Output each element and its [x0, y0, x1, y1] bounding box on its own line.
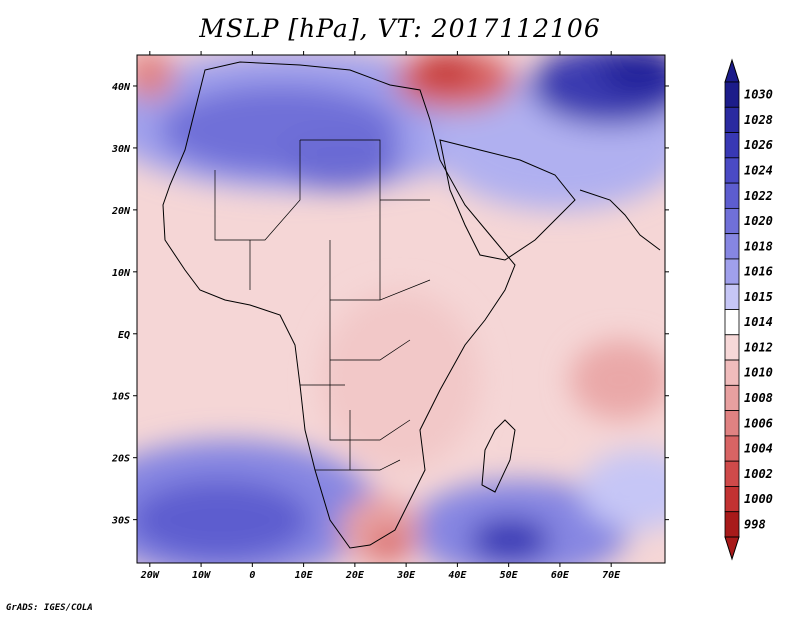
- colorbar-label: 1015: [744, 290, 773, 304]
- credit-label: GrADS: IGES/COLA: [6, 603, 93, 613]
- lat-tick-label: 20N: [111, 206, 131, 217]
- colorbar-label: 998: [744, 517, 766, 531]
- colorbar-label: 1020: [744, 214, 773, 228]
- lat-tick-label: 10N: [112, 268, 131, 279]
- colorbar-segment: [724, 233, 740, 260]
- lon-tick-label: 60E: [551, 570, 570, 581]
- colorbar-label: 1014: [744, 315, 773, 329]
- lat-tick-label: 20S: [111, 454, 130, 465]
- colorbar-label: 1024: [744, 163, 773, 177]
- colorbar-label: 1022: [744, 189, 773, 203]
- colorbar-label: 1012: [744, 340, 773, 354]
- lat-tick-label: 10S: [112, 392, 130, 403]
- colorbar-segment: [724, 258, 740, 285]
- lat-tick-label: 30S: [111, 516, 130, 527]
- colorbar-segment: [724, 384, 740, 412]
- lon-tick-label: 40E: [448, 570, 467, 581]
- colorbar-label: 1018: [744, 239, 773, 253]
- colorbar-segment: [724, 410, 740, 437]
- colorbar-label: 1028: [744, 113, 773, 127]
- colorbar-segment: [724, 106, 740, 133]
- latitude-axis: 40N 30N 20N 10N EQ 10S 20S 30S: [111, 82, 669, 527]
- lon-tick-label: 0: [249, 570, 255, 581]
- colorbar-label: 1026: [744, 138, 773, 152]
- colorbar-label: 1016: [744, 265, 773, 279]
- coastline: [162, 61, 516, 549]
- map-frame: [136, 54, 666, 564]
- lon-tick-label: 10W: [192, 570, 211, 581]
- lon-tick-label: 20W: [140, 570, 160, 581]
- colorbar-label: 1008: [744, 391, 773, 405]
- colorbar-label: 1006: [744, 416, 773, 430]
- madagascar: [481, 419, 516, 493]
- colorbar-label: 1010: [744, 366, 773, 380]
- borders: [214, 139, 431, 471]
- colorbar-segment: [724, 283, 740, 310]
- lon-tick-label: 10E: [295, 570, 314, 581]
- colorbar-segment: [724, 182, 740, 209]
- colorbar-segment: [724, 81, 740, 108]
- lat-tick-label: 30N: [111, 144, 131, 155]
- lat-tick-label: EQ: [118, 330, 130, 341]
- colorbar: 1030 1028 1026 1024 1022 1020 1018 1016 1015 1014…: [724, 58, 773, 561]
- lon-tick-label: 50E: [500, 570, 519, 581]
- colorbar-segment: [724, 511, 740, 538]
- colorbar-segment: [724, 334, 740, 361]
- lon-tick-label: 70E: [602, 570, 621, 581]
- colorbar-bottom-arrow: [724, 536, 740, 561]
- arabia-coast: [439, 139, 576, 261]
- colorbar-segment: [724, 132, 740, 159]
- lon-tick-label: 20E: [345, 570, 365, 581]
- colorbar-top-arrow: [724, 58, 740, 83]
- colorbar-label: 1002: [744, 467, 773, 481]
- colorbar-segment: [724, 207, 740, 235]
- lon-tick-label: 30E: [396, 570, 416, 581]
- colorbar-label: 1004: [744, 442, 773, 456]
- colorbar-segment: [724, 460, 740, 487]
- colorbar-segment: [724, 359, 740, 386]
- colorbar-segment: [724, 309, 740, 336]
- chart-title: MSLP [hPa], VT: 2017112106: [199, 14, 601, 43]
- longitude-axis: 20W 10W 0 10E 20E 30E 40E 50E 60E 70E: [140, 51, 621, 581]
- colorbar-segment: [724, 157, 740, 184]
- pressure-field: [137, 55, 665, 563]
- colorbar-segment: [724, 435, 740, 462]
- colorbar-label: 1000: [744, 492, 773, 506]
- colorbar-label: 1030: [744, 88, 773, 102]
- colorbar-segment: [724, 486, 740, 513]
- lat-tick-label: 40N: [112, 82, 131, 93]
- india-coast: [579, 189, 661, 251]
